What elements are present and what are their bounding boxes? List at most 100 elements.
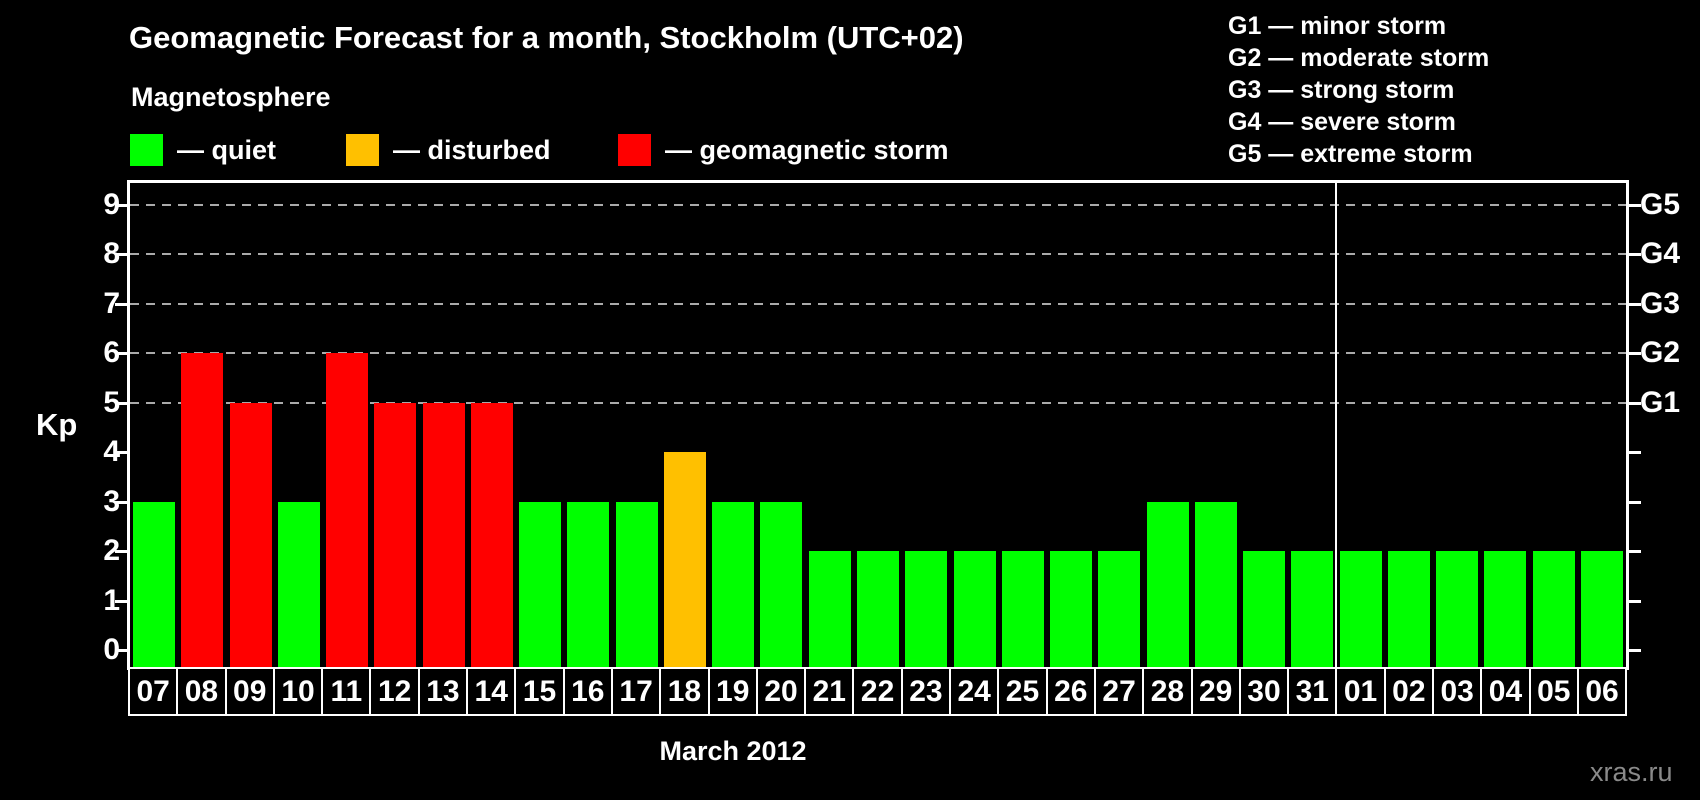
- legend-item-storm: — geomagnetic storm: [618, 133, 949, 167]
- kp-bar-day-21: [808, 551, 851, 667]
- left-axis-tick-kp-1: [115, 599, 127, 603]
- x-axis-day-labels: 07 08 09 10 11 12 13 14 15 16 17 18 19 20 21 22 23 24 25 26…: [128, 667, 1627, 716]
- kp-tick-label-9: 9: [103, 187, 120, 221]
- day-label-01: 01: [1337, 669, 1386, 714]
- kp-bar-day-07: [133, 501, 176, 667]
- kp-bar-day-06: [1580, 551, 1623, 667]
- day-label-19: 19: [709, 669, 758, 714]
- g-tick-label-g5: G5: [1640, 187, 1681, 221]
- right-axis-tick-kp-3: [1629, 500, 1641, 504]
- right-axis-tick-kp-7: [1629, 302, 1641, 306]
- kp-tick-label-1: 1: [103, 583, 120, 617]
- day-label-16: 16: [564, 669, 613, 714]
- day-label-12: 12: [371, 669, 420, 714]
- legend-label-disturbed: — disturbed: [393, 134, 551, 165]
- day-label-06: 06: [1578, 669, 1626, 714]
- legend-item-quiet: — quiet: [130, 133, 276, 167]
- day-label-27: 27: [1095, 669, 1145, 714]
- day-label-28: 28: [1144, 669, 1193, 714]
- day-label-05: 05: [1530, 669, 1579, 714]
- x-axis-title-month: March 2012: [659, 736, 807, 766]
- kp-bar-day-13: [422, 402, 465, 667]
- g2-legend-line: G2 — moderate storm: [1228, 44, 1490, 72]
- right-axis-tick-kp-9: [1629, 203, 1641, 207]
- kp-bar-day-26: [1050, 551, 1093, 667]
- gridline-kp-8: [130, 253, 1626, 255]
- right-axis-tick-kp-1: [1629, 599, 1641, 603]
- g-tick-label-g2: G2: [1640, 336, 1681, 369]
- day-label-17: 17: [612, 669, 662, 714]
- day-label-09: 09: [226, 669, 275, 714]
- kp-bar-day-23: [905, 551, 948, 667]
- right-axis-tick-kp-8: [1629, 253, 1641, 256]
- kp-bar-day-28: [1146, 501, 1189, 667]
- g3-legend-line: G3 — strong storm: [1228, 76, 1455, 104]
- plot-area: [115, 180, 1641, 670]
- kp-bar-day-24: [953, 551, 996, 667]
- legend-item-disturbed: — disturbed: [346, 133, 551, 167]
- g5-legend-line: G5 — extreme storm: [1228, 140, 1473, 168]
- day-label-18: 18: [661, 669, 710, 714]
- kp-bar-day-27: [1098, 551, 1141, 667]
- kp-tick-label-8: 8: [103, 237, 120, 270]
- day-label-10: 10: [274, 669, 324, 714]
- kp-bar-day-08: [181, 353, 224, 667]
- quiet-color-swatch: [130, 134, 163, 166]
- kp-bar-day-14: [470, 402, 513, 667]
- left-axis-tick-kp-2: [115, 550, 127, 553]
- day-label-22: 22: [854, 669, 903, 714]
- watermark-text: xras.ru: [1590, 757, 1673, 787]
- kp-tick-label-6: 6: [103, 336, 120, 369]
- kp-bar-day-09: [229, 402, 272, 667]
- storm-scale-legend: G1 — minor storm G2 — moderate storm G3 …: [1228, 10, 1489, 170]
- left-axis-tick-kp-5: [115, 401, 127, 405]
- day-label-08: 08: [178, 669, 227, 714]
- left-axis-tick-kp-7: [115, 302, 127, 306]
- day-label-02: 02: [1385, 669, 1435, 714]
- left-axis-tick-kp-0: [115, 649, 127, 652]
- y-axis-title-kp: Kp: [36, 407, 78, 442]
- g1-legend-line: G1 — minor storm: [1228, 12, 1447, 40]
- kp-tick-label-7: 7: [103, 286, 120, 320]
- right-axis-tick-kp-4: [1629, 451, 1641, 454]
- legend-label-storm: — geomagnetic storm: [665, 134, 949, 165]
- storm-color-swatch: [618, 134, 651, 166]
- right-axis-tick-kp-0: [1629, 649, 1641, 652]
- gridline-kp-9: [130, 203, 1626, 206]
- right-axis-tick-kp-6: [1629, 352, 1641, 355]
- day-label-23: 23: [902, 669, 952, 714]
- legend-label-quiet: — quiet: [177, 134, 276, 165]
- right-axis-tick-kp-5: [1629, 401, 1641, 405]
- right-axis-tick-kp-2: [1629, 550, 1641, 553]
- kp-bar-day-30: [1243, 551, 1286, 667]
- left-axis-tick-kp-9: [115, 203, 127, 207]
- kp-bar-day-01: [1339, 551, 1382, 667]
- month-boundary-line: [1335, 183, 1338, 667]
- left-axis-tick-kp-3: [115, 500, 127, 504]
- kp-tick-label-4: 4: [103, 435, 120, 468]
- gridline-kp-7: [130, 302, 1626, 305]
- kp-tick-label-0: 0: [103, 633, 120, 666]
- day-label-29: 29: [1192, 669, 1241, 714]
- legend-heading: Magnetosphere: [131, 82, 331, 112]
- day-label-21: 21: [806, 669, 855, 714]
- day-label-15: 15: [516, 669, 565, 714]
- left-axis-tick-kp-6: [115, 352, 127, 355]
- kp-bar-day-31: [1291, 551, 1334, 667]
- day-label-07: 07: [130, 669, 179, 714]
- day-label-24: 24: [951, 669, 1000, 714]
- day-label-20: 20: [757, 669, 807, 714]
- kp-bar-day-22: [857, 551, 899, 667]
- kp-bar-day-05: [1532, 551, 1575, 667]
- disturbed-color-swatch: [346, 134, 379, 166]
- chart-title: Geomagnetic Forecast for a month, Stockh…: [129, 20, 964, 55]
- gridline-kp-5: [130, 401, 1626, 404]
- g-tick-label-g3: G3: [1640, 286, 1681, 320]
- kp-bar-day-10: [277, 501, 320, 667]
- kp-bar-day-03: [1436, 551, 1479, 667]
- left-axis-tick-kp-4: [115, 451, 127, 454]
- day-label-26: 26: [1047, 669, 1096, 714]
- g-tick-label-g4: G4: [1640, 237, 1681, 270]
- kp-bar-day-29: [1194, 501, 1237, 667]
